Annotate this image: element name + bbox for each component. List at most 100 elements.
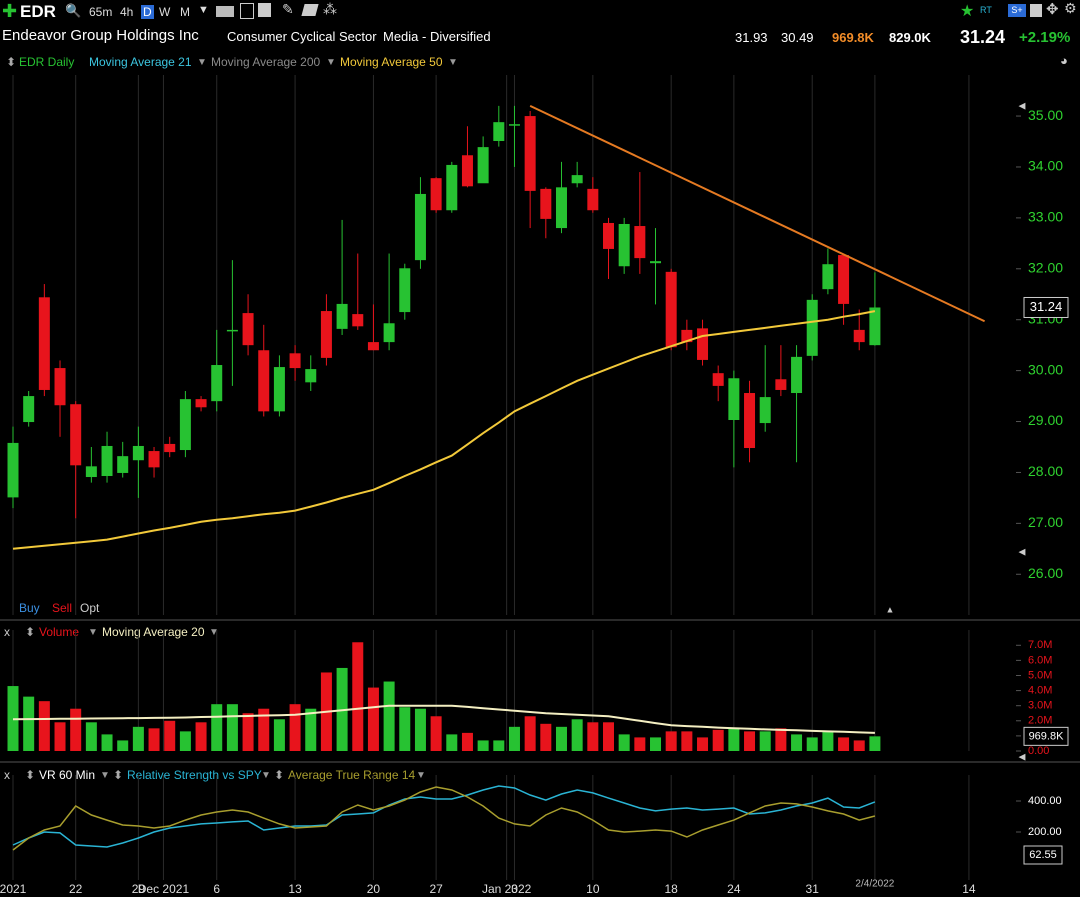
- x-tick-label: 2021: [0, 882, 27, 896]
- dropdown-icon[interactable]: ▼: [261, 770, 271, 781]
- y-tick-label: 28.00: [1028, 463, 1063, 479]
- dropdown-icon[interactable]: ▼: [326, 57, 336, 68]
- legend-entry[interactable]: Moving Average 21: [89, 55, 192, 69]
- y-tick-label: 27.00: [1028, 514, 1063, 530]
- remove-button[interactable]: x: [4, 768, 10, 782]
- legend-entry[interactable]: Moving Average 20: [102, 625, 205, 639]
- timeframe[interactable]: 65m: [89, 5, 113, 19]
- volume-bar: [70, 708, 82, 751]
- dropdown-icon[interactable]: ▼: [197, 57, 207, 68]
- volume-bar: [508, 726, 520, 751]
- dropdown-icon[interactable]: ▼: [100, 770, 110, 781]
- timeframe[interactable]: W: [159, 5, 171, 19]
- tool-icon[interactable]: [216, 6, 234, 17]
- volume-bar: [697, 737, 709, 751]
- candle-body: [367, 342, 379, 351]
- scale-marker: ▲: [886, 604, 895, 614]
- candle-body: [179, 399, 191, 451]
- candle-body: [681, 329, 693, 343]
- y-tick-label: 32.00: [1028, 259, 1063, 275]
- sell-button[interactable]: Sell: [52, 601, 73, 615]
- volume-bar: [117, 740, 129, 751]
- volume-bar: [728, 728, 740, 751]
- legend-handle[interactable]: ⬍: [113, 768, 124, 782]
- volume-bar: [7, 686, 19, 751]
- app-icon[interactable]: S+: [1008, 4, 1026, 17]
- candle-body: [665, 271, 677, 348]
- legend-handle[interactable]: ⬍: [25, 625, 36, 639]
- legend-entry[interactable]: VR 60 Min: [39, 768, 96, 782]
- volume-bar: [461, 732, 473, 751]
- volume: 969.8K: [832, 30, 874, 45]
- candle-body: [336, 303, 348, 329]
- x-tick-label: 24: [727, 882, 741, 896]
- volume-bar: [838, 737, 850, 751]
- timeframe[interactable]: 4h: [120, 5, 134, 19]
- candle-body: [853, 329, 865, 343]
- volume-bar: [399, 707, 411, 751]
- legend-entry[interactable]: Average True Range 14: [288, 768, 416, 782]
- settings-icon[interactable]: ⚙: [1064, 0, 1077, 16]
- candle-body: [352, 314, 364, 327]
- legend-entry[interactable]: Volume: [39, 625, 80, 639]
- tool-icon[interactable]: [301, 4, 319, 16]
- candle-body: [634, 226, 646, 259]
- last-price: 31.24: [960, 27, 1006, 47]
- y-tick-label: 34.00: [1028, 158, 1063, 174]
- buy-button[interactable]: Buy: [19, 601, 40, 615]
- timeframe[interactable]: M: [180, 5, 190, 19]
- candle-body: [211, 365, 223, 402]
- legend-handle[interactable]: ⬍: [274, 768, 285, 782]
- y-tick-label: 29.00: [1028, 412, 1063, 428]
- sector[interactable]: Consumer Cyclical Sector: [227, 29, 377, 44]
- draw-icon[interactable]: ✎: [282, 1, 294, 17]
- y-tick-label: 7.0M: [1028, 639, 1052, 651]
- x-tick-label: 27: [429, 882, 443, 896]
- candle-body: [806, 299, 818, 356]
- dropdown-icon[interactable]: ▼: [448, 57, 458, 68]
- window-icon[interactable]: [1030, 4, 1042, 17]
- x-tick-label: 10: [586, 882, 600, 896]
- dropdown-icon[interactable]: ▼: [416, 770, 426, 781]
- tool-icon[interactable]: [258, 3, 271, 17]
- dropdown-icon[interactable]: ▼: [198, 4, 209, 16]
- last-price-label: 31.24: [1030, 299, 1063, 314]
- dropdown-icon[interactable]: ▼: [209, 627, 219, 638]
- candle-body: [258, 350, 270, 412]
- low: 30.49: [781, 30, 814, 45]
- search-icon[interactable]: 🔍: [65, 3, 82, 18]
- legend-handle[interactable]: ⬍: [6, 55, 17, 69]
- industry[interactable]: Media - Diversified: [383, 29, 491, 44]
- tool-icon[interactable]: [240, 3, 254, 19]
- indicator-line: [12, 785, 876, 848]
- volume-bar: [367, 687, 379, 751]
- candle-body: [414, 193, 426, 261]
- legend-entry[interactable]: EDR Daily: [19, 55, 75, 69]
- add-icon[interactable]: ✚: [2, 1, 18, 21]
- move-icon[interactable]: ✥: [1046, 1, 1059, 18]
- volume-bar: [759, 731, 771, 751]
- share-icon[interactable]: ⁂: [323, 1, 337, 17]
- volume-bar: [822, 731, 834, 751]
- legend-entry[interactable]: Relative Strength vs SPY: [127, 768, 262, 782]
- palette-icon[interactable]: ◕: [1060, 53, 1068, 68]
- symbol[interactable]: EDR: [20, 2, 56, 21]
- scale-marker: ◀: [1019, 546, 1026, 556]
- option-button[interactable]: Opt: [80, 601, 100, 615]
- remove-button[interactable]: x: [4, 625, 10, 639]
- candle-body: [728, 378, 740, 421]
- watch-icon[interactable]: ★: [960, 3, 975, 20]
- high: 31.93: [735, 30, 768, 45]
- timeframe[interactable]: D: [141, 5, 154, 19]
- volume-bar: [555, 726, 567, 751]
- last-volume-box: [1023, 726, 1069, 746]
- legend-handle[interactable]: ⬍: [25, 768, 36, 782]
- candle-body: [383, 323, 395, 343]
- volume-bar: [273, 719, 285, 751]
- legend-entry[interactable]: Moving Average 50: [340, 55, 443, 69]
- dropdown-icon[interactable]: ▼: [88, 627, 98, 638]
- candle-body: [273, 367, 285, 412]
- legend-entry[interactable]: Moving Average 200: [211, 55, 321, 69]
- volume-bar: [602, 722, 614, 751]
